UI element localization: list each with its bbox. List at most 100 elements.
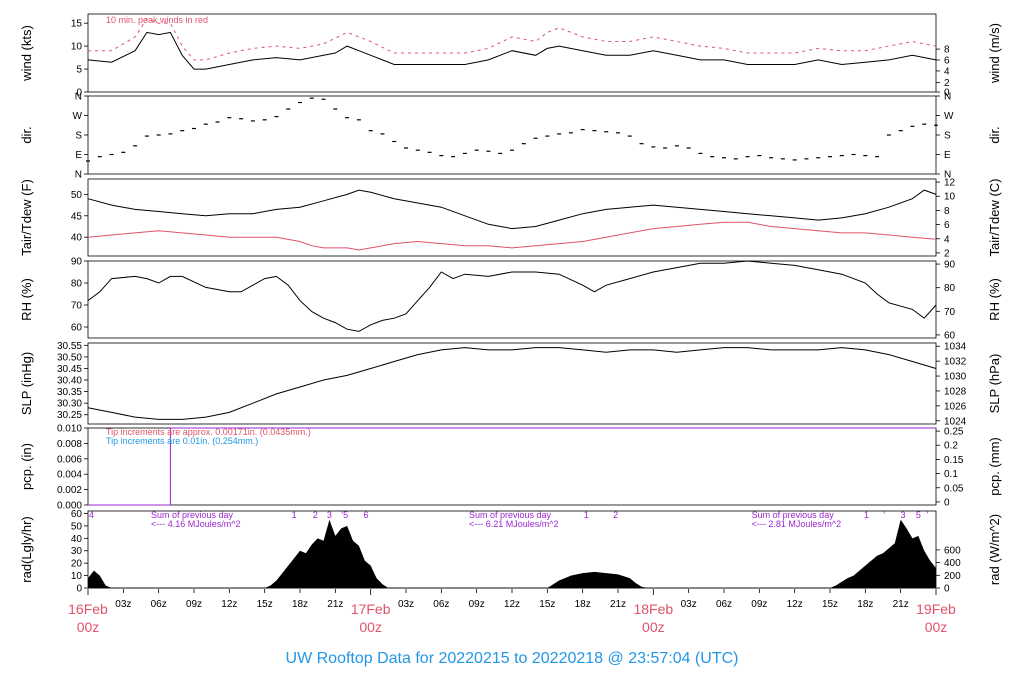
series-temp-Tdew [87,221,937,251]
y-tick-label-left-slp: 30.40 [57,376,82,387]
panel-frame-slp [87,342,937,425]
y-tick-label-right-temp: 2 [944,248,950,259]
rad-sum-label: Sum of previous day [752,510,835,520]
y-tick-label-left-slp: 30.55 [57,341,82,352]
y-tick-label-right-wind: 0 [944,88,950,99]
rad-hour-mark: 6 [363,510,368,520]
annotation-pcp-1: Tip increments are 0.01in. (0.254mm.) [106,436,258,446]
series-temp-Tair [87,189,937,230]
rad-hour-mark: '5 [341,510,348,520]
x-tick-label: 15z [822,599,838,610]
y-tick-label-left-rad: 10 [71,571,83,582]
y-tick-label-left-wind: 0 [76,88,82,99]
y-tick-label-right-slp: 1024 [944,416,967,427]
y-tick-label-left-temp: 45 [71,211,83,222]
x-tick-label: 09z [751,599,767,610]
y-tick-label-left-rh: 60 [71,323,83,334]
rad-hour-mark: ' [883,510,885,520]
y-tick-label-right-dir: N [944,170,951,181]
y-axis-label-pcp: pcp. (in) [19,443,34,490]
y-tick-label-right-temp: 12 [944,178,956,189]
rad-hour-mark: 3 [327,510,332,520]
panel-frame-dir [87,95,937,175]
x-tick-label: 21z [893,599,909,610]
y-tick-label-left-rad: 60 [71,509,83,520]
y-tick-label-left-rh: 90 [71,257,83,268]
y-axis-label-right-rad: rad (W/m^2) [987,514,1002,585]
x-tick-label: 15z [539,599,555,610]
y-tick-label-left-rad: 50 [71,521,83,532]
x-tick-label: 12z [504,599,520,610]
y-tick-label-right-slp: 1026 [944,401,967,412]
y-tick-label-right-dir: S [944,131,951,142]
y-axis-label-temp: Tair/Tdew (F) [19,179,34,256]
y-tick-label-left-dir: N [75,170,82,181]
rad-hour-mark: 1 [864,510,869,520]
y-tick-label-left-wind: 15 [71,19,83,30]
y-axis-label-rh: RH (%) [19,278,34,321]
rad-hour-mark: ' [927,510,929,520]
y-tick-label-left-slp: 30.45 [57,364,82,375]
x-tick-label: 18z [857,599,873,610]
y-tick-label-right-pcp: 0.05 [944,483,964,494]
rad-sum-value: <--- 4.16 MJoules/m^2 [151,519,241,529]
rad-hour-mark: 4 [89,510,94,520]
x-tick-label: 03z [681,599,697,610]
y-axis-label-right-rh: RH (%) [987,278,1002,321]
chart-title: UW Rooftop Data for 20220215 to 20220218… [285,650,739,667]
y-tick-label-left-pcp: 0.002 [57,485,82,496]
rad-hour-mark: 1 [292,510,297,520]
y-tick-label-right-rad: 200 [944,571,961,582]
series-pcp-pcp [88,427,936,506]
y-tick-label-right-dir: E [944,150,951,161]
x-tick-label: 12z [221,599,237,610]
y-tick-label-right-temp: 4 [944,234,950,245]
y-tick-label-left-rh: 80 [71,279,83,290]
y-tick-label-right-wind: 8 [944,45,950,56]
y-tick-label-left-dir: W [73,111,83,122]
x-day-sublabel: 00z [77,619,100,635]
y-tick-label-left-rad: 40 [71,534,83,545]
x-day-label: 17Feb [351,601,391,617]
x-tick-label: 15z [257,599,273,610]
x-tick-label: 21z [610,599,626,610]
y-tick-label-right-temp: 10 [944,192,956,203]
y-tick-label-left-pcp: 0.004 [57,470,82,481]
x-tick-label: 03z [398,599,414,610]
x-tick-label: 18z [292,599,308,610]
y-tick-label-left-rad: 20 [71,559,83,570]
y-tick-label-right-wind: 4 [944,66,950,77]
rad-sum-label: Sum of previous day [151,510,234,520]
y-tick-label-left-pcp: 0.000 [57,501,82,512]
rad-sum-value: <--- 2.81 MJoules/m^2 [752,519,842,529]
y-tick-label-right-temp: 8 [944,206,950,217]
y-tick-label-right-wind: 2 [944,78,950,89]
y-axis-label-slp: SLP (inHg) [19,352,34,415]
series-slp-SLP [87,347,937,420]
y-tick-label-left-dir: E [75,150,82,161]
y-tick-label-left-wind: 5 [76,65,82,76]
x-day-sublabel: 00z [925,619,948,635]
y-tick-label-right-rh: 90 [944,260,956,271]
annotation-wind: 10 min. peak winds in red [106,15,208,25]
y-tick-label-left-rh: 70 [71,301,83,312]
y-tick-label-left-slp: 30.25 [57,410,82,421]
x-day-label: 18Feb [633,601,673,617]
y-axis-label-right-slp: SLP (hPa) [987,354,1002,414]
x-day-sublabel: 00z [359,619,382,635]
y-tick-label-right-slp: 1030 [944,372,967,383]
y-tick-label-left-pcp: 0.008 [57,439,82,450]
y-axis-label-right-pcp: pcp. (mm) [987,437,1002,496]
y-tick-label-left-rad: 30 [71,546,83,557]
x-tick-label: 06z [716,599,732,610]
y-tick-label-right-rh: 70 [944,307,956,318]
x-day-label: 16Feb [68,601,108,617]
y-tick-label-left-dir: N [75,92,82,103]
y-axis-label-wind: wind (kts) [19,25,34,82]
y-axis-label-right-temp: Tair/Tdew (C) [987,178,1002,256]
y-axis-label-dir: dir. [19,126,34,143]
rad-hour-mark: 3 [901,510,906,520]
y-tick-label-right-dir: W [944,111,954,122]
annotation-pcp-0: Tip increments are approx. 0.00171in. (0… [106,427,311,437]
